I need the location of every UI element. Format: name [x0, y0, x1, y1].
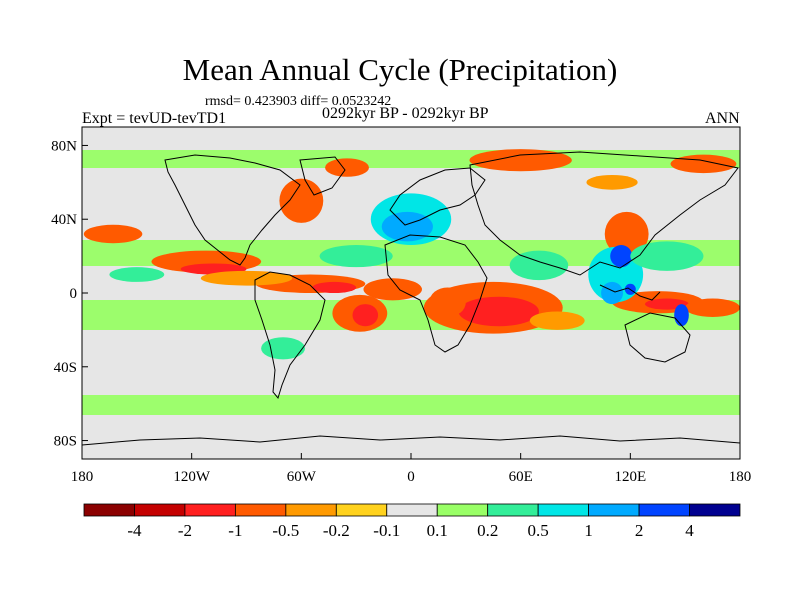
x-tick-label-1: 120W — [173, 469, 211, 485]
precip-region-19 — [586, 174, 638, 190]
precip-region-17 — [469, 149, 572, 172]
precip-regions — [83, 149, 740, 360]
colorbar-label-11: 4 — [685, 521, 694, 540]
precip-region-20 — [200, 270, 293, 286]
maritime-continent-outline — [599, 284, 661, 301]
precip-region-21 — [529, 311, 585, 330]
colorbar-label-1: -2 — [178, 521, 192, 540]
colorbar-box-6 — [386, 503, 438, 517]
precip-region-31 — [319, 245, 393, 268]
colorbar-box-10 — [588, 503, 640, 517]
precip-region-13 — [604, 211, 649, 257]
precip-region-26 — [610, 245, 633, 268]
colorbar-box-4 — [285, 503, 337, 517]
y-tick-label-2: 0 — [70, 286, 78, 302]
precip-region-3 — [312, 281, 357, 294]
colorbar-label-8: 0.5 — [528, 521, 549, 540]
x-tick-label-6: 180 — [729, 469, 752, 485]
precip-region-12 — [685, 298, 740, 317]
band-arctic — [82, 150, 740, 168]
x-tick-label-4: 60E — [509, 469, 533, 485]
x-tick-label-5: 120E — [614, 469, 646, 485]
colorbar-label-4: -0.2 — [323, 521, 350, 540]
stats-text: rmsd= 0.423903 diff= 0.0523242 — [205, 94, 392, 109]
y-tick-label-3: 40S — [54, 360, 77, 376]
asia-outline — [469, 151, 739, 276]
precip-region-6 — [363, 278, 422, 301]
y-axis: 80N 40N 0 40S 80S — [51, 138, 88, 450]
antarctica-outline — [82, 435, 740, 446]
colorbar-box-7 — [436, 503, 489, 517]
australia-outline — [624, 312, 691, 363]
colorbar-box-8 — [487, 503, 539, 517]
greenland-outline — [299, 156, 346, 196]
x-tick-label-2: 60W — [287, 469, 317, 485]
band-southern-ocean — [82, 395, 740, 415]
experiment-label: Expt = tevUD-tevTD1 — [82, 110, 227, 127]
colorbar-box-9 — [537, 503, 590, 517]
colorbar-label-3: -0.5 — [272, 521, 299, 540]
x-tick-label-3: 0 — [407, 469, 415, 485]
precip-region-29 — [509, 250, 569, 281]
colorbar-box-11 — [638, 503, 690, 517]
europe-outline — [389, 167, 486, 226]
precip-region-25 — [601, 281, 624, 305]
colorbar-box-2 — [184, 503, 236, 517]
precip-region-5 — [352, 304, 379, 327]
colorbar: -4 -2 -1 -0.5 -0.2 -0.1 0.1 0.2 0.5 1 2 4 — [83, 503, 741, 540]
precip-region-8 — [458, 296, 539, 327]
colorbar-label-9: 1 — [584, 521, 593, 540]
south-america-outline — [254, 271, 326, 400]
precip-region-27 — [674, 304, 689, 327]
colorbar-label-5: -0.1 — [373, 521, 400, 540]
africa-outline — [384, 234, 488, 353]
colorbar-label-10: 2 — [635, 521, 644, 540]
precip-region-15 — [279, 178, 324, 223]
x-tick-label-0: 180 — [71, 469, 94, 485]
y-tick-label-0: 80N — [51, 138, 77, 154]
precip-region-33 — [261, 337, 305, 360]
precip-region-14 — [83, 224, 143, 244]
period-label: 0292kyr BP - 0292kyr BP — [322, 105, 489, 122]
colorbar-box-1 — [134, 503, 186, 517]
colorbar-label-6: 0.1 — [427, 521, 448, 540]
colorbar-box-3 — [234, 503, 287, 517]
precip-region-23 — [381, 211, 433, 242]
chart-title: Mean Annual Cycle (Precipitation) — [182, 52, 618, 87]
colorbar-label-0: -4 — [127, 521, 142, 540]
colorbar-box-12 — [689, 503, 741, 517]
north-america-outline — [164, 154, 301, 266]
x-axis: 180 120W 60W 0 60E 120E 180 — [71, 453, 752, 485]
colorbar-box-5 — [335, 503, 388, 517]
precip-region-16 — [325, 158, 369, 177]
y-tick-label-1: 40N — [51, 212, 77, 228]
colorbar-label-7: 0.2 — [477, 521, 498, 540]
precip-region-32 — [109, 267, 165, 282]
precip-region-30 — [630, 241, 704, 271]
precip-region-9 — [429, 287, 466, 317]
season-label: ANN — [705, 110, 740, 127]
y-tick-label-4: 80S — [54, 434, 77, 450]
coastlines — [82, 151, 740, 446]
colorbar-box-0 — [83, 503, 135, 517]
colorbar-label-2: -1 — [228, 521, 242, 540]
precip-region-18 — [670, 154, 737, 174]
